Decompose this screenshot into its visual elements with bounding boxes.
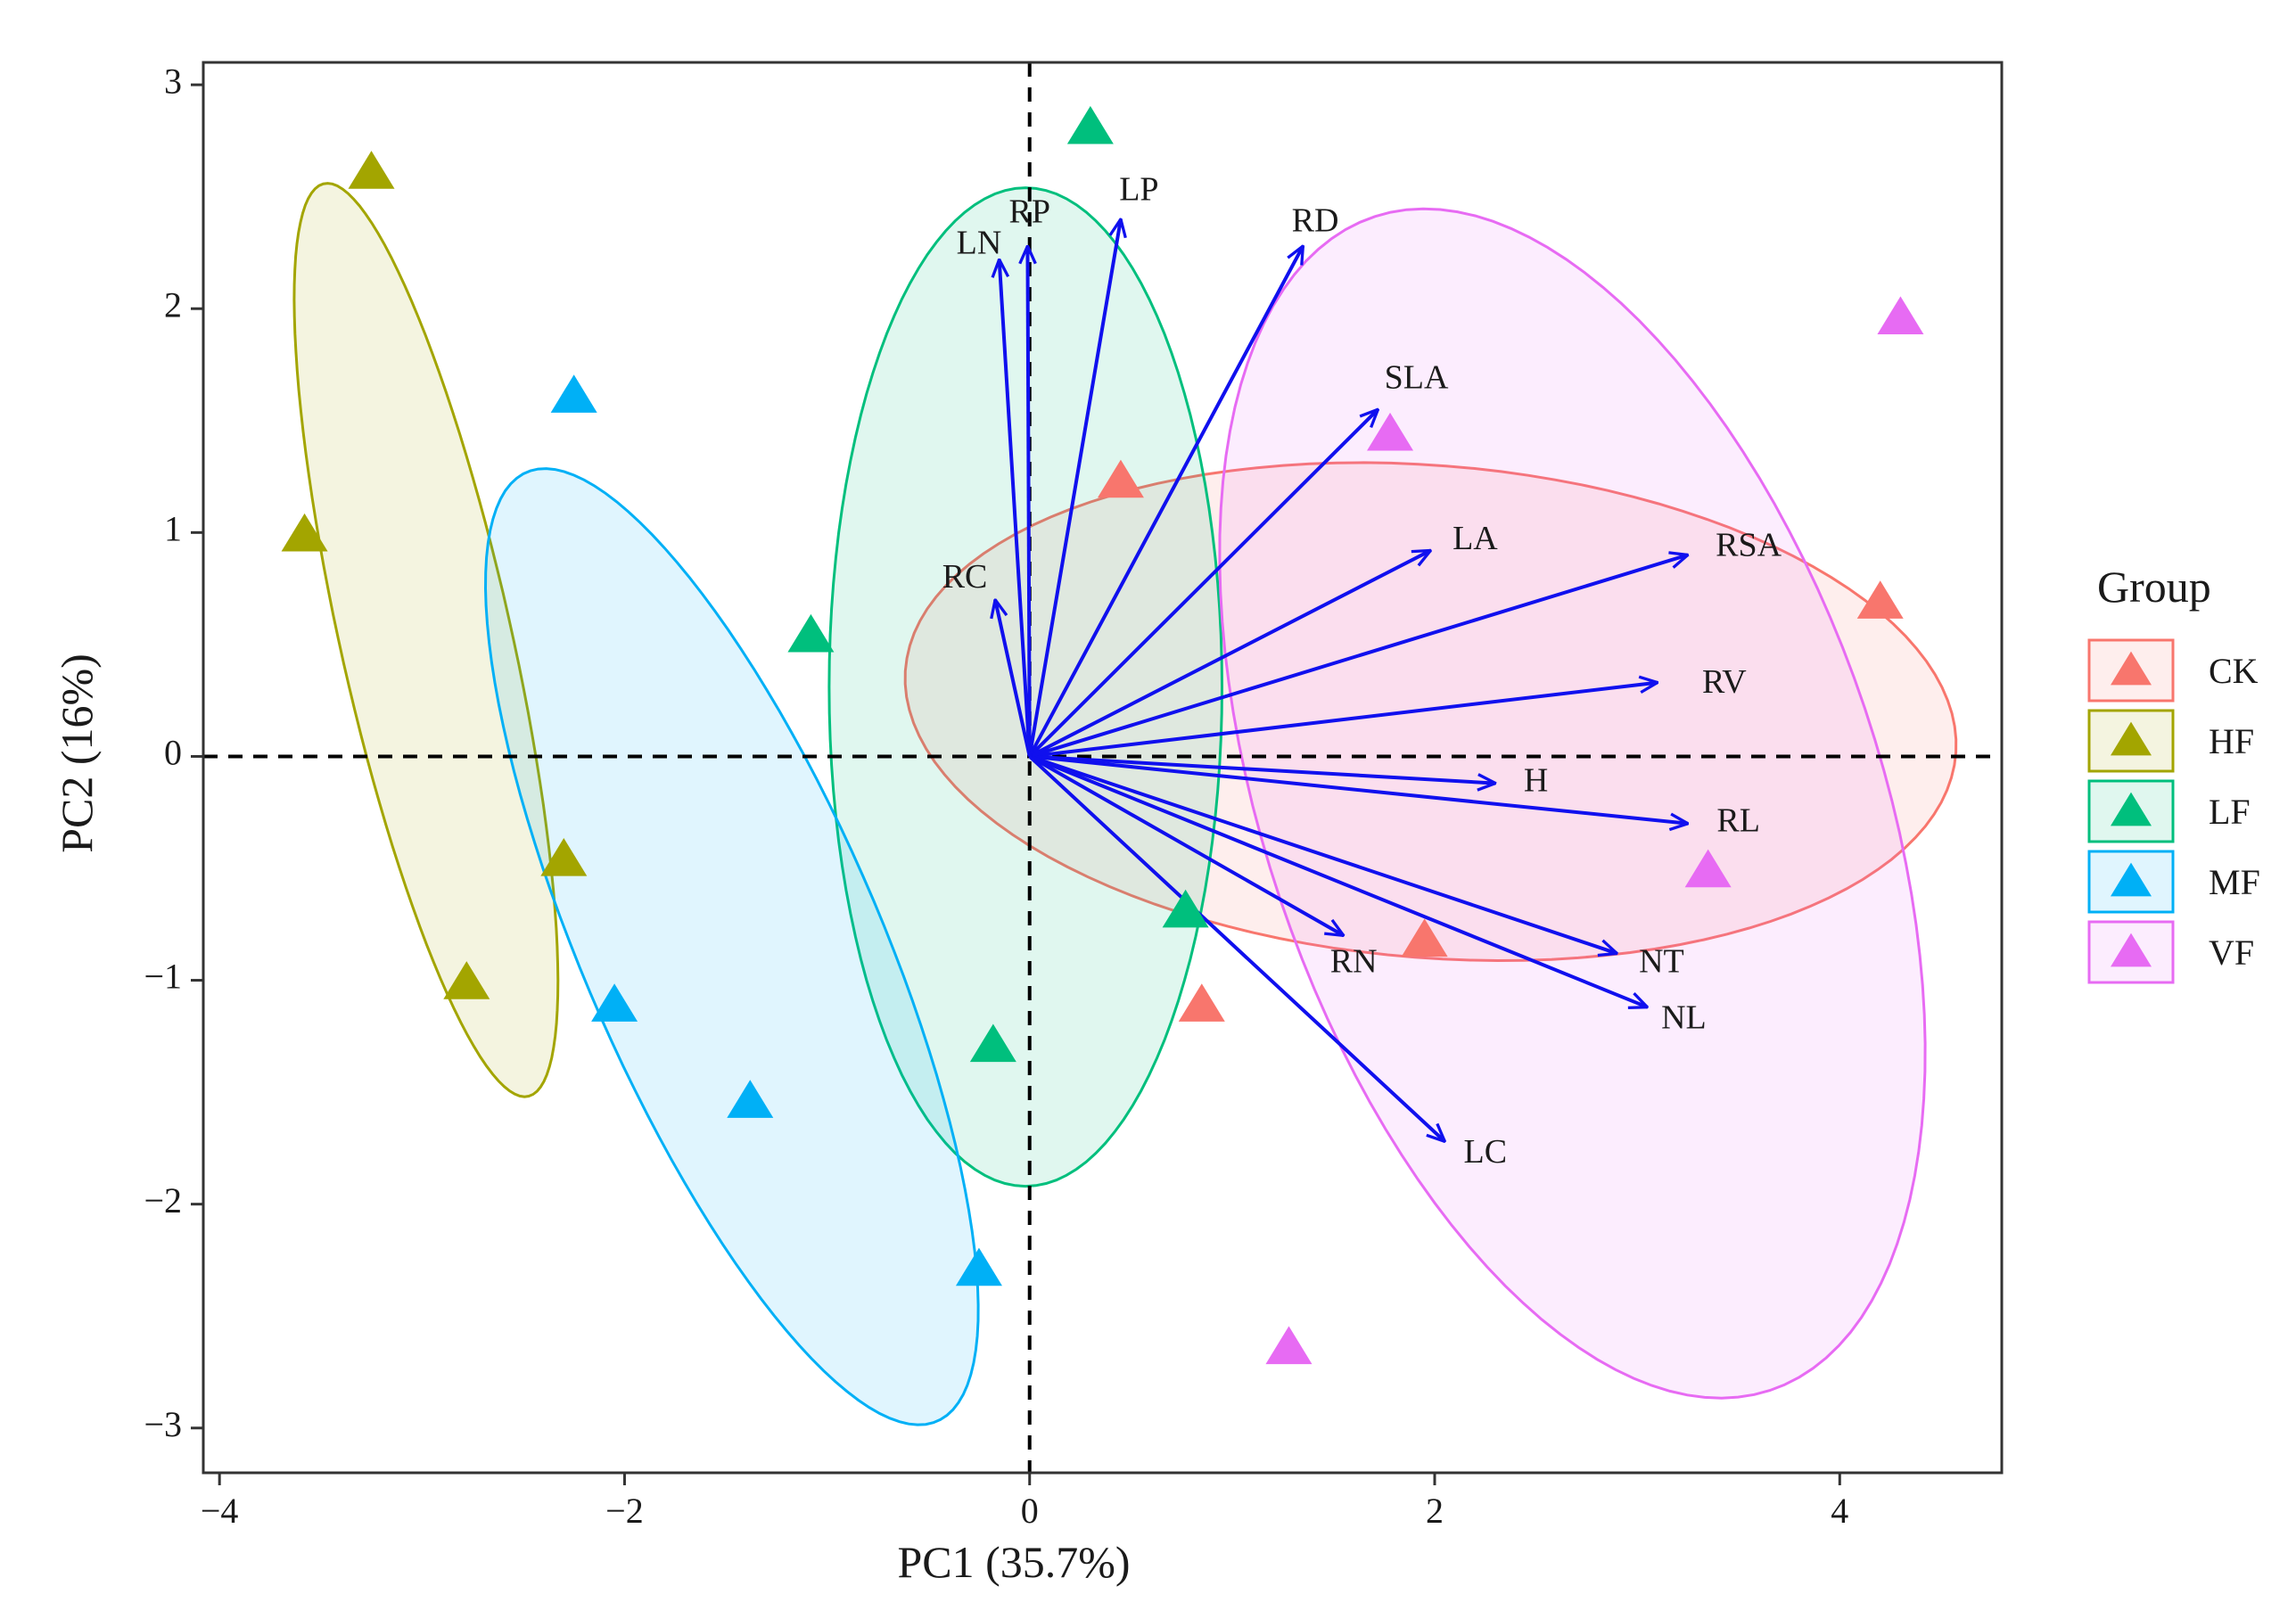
vector-label-lc: LC: [1464, 1133, 1508, 1171]
vector-label-lp: LP: [1119, 170, 1158, 208]
y-axis-title: PC2 (16%): [52, 653, 102, 853]
vector-label-rsa: RSA: [1716, 527, 1782, 564]
y-tick-label: 2: [164, 284, 182, 325]
vector-label-h: H: [1524, 761, 1548, 799]
y-tick-label: 0: [164, 733, 182, 773]
legend-marker-hf: [2111, 721, 2152, 756]
point-vf-3: [1684, 849, 1732, 888]
vector-lp: [1027, 219, 1121, 757]
ellipse-vf: [1218, 207, 1927, 1400]
vector-label-rv: RV: [1702, 663, 1747, 701]
point-hf-1: [348, 151, 395, 189]
point-mf-4: [955, 1247, 1002, 1286]
y-tick-label: −1: [144, 957, 182, 997]
point-hf-2: [281, 513, 328, 552]
legend-label-hf: HF: [2209, 721, 2254, 761]
point-hf-4: [443, 961, 490, 999]
point-lf-4: [969, 1023, 1016, 1063]
vector-rn: [1028, 754, 1344, 935]
x-tick-label: −2: [605, 1491, 644, 1531]
x-tick-label: 2: [1426, 1491, 1444, 1531]
legend: Group CK HF LF MF VF: [2087, 562, 2260, 984]
x-tick-label: −4: [201, 1491, 239, 1531]
loading-vectors: [995, 219, 1688, 1142]
vector-nl: [1028, 754, 1648, 1007]
point-lf-2: [787, 613, 835, 653]
vector-rc: [995, 600, 1032, 757]
x-tick-label: 4: [1831, 1491, 1848, 1531]
y-axis: −3 −2 −1 0 1 2 3: [144, 61, 203, 1444]
confidence-ellipses: [292, 182, 1958, 1426]
vector-label-rc: RC: [942, 558, 988, 596]
vector-lc: [1028, 754, 1445, 1141]
vector-la: [1028, 550, 1431, 759]
vector-rsa: [1029, 555, 1688, 759]
vector-rv: [1029, 683, 1658, 759]
point-vf-2: [1367, 412, 1414, 451]
x-axis-title: PC1 (35.7%): [897, 1537, 1130, 1587]
ellipse-mf: [483, 467, 980, 1426]
sample-points: [281, 105, 1924, 1365]
legend-label-vf: VF: [2209, 933, 2254, 973]
point-mf-3: [727, 1080, 774, 1118]
legend-label-ck: CK: [2209, 651, 2259, 691]
legend-label-mf: MF: [2209, 862, 2260, 902]
vector-sla: [1028, 409, 1378, 758]
y-tick-label: 1: [164, 509, 182, 549]
legend-marker-lf: [2111, 792, 2152, 826]
point-vf-1: [1877, 296, 1924, 334]
vector-nt: [1029, 754, 1617, 953]
vector-label-nl: NL: [1661, 999, 1707, 1036]
reference-lines: [203, 62, 2002, 1473]
legend-label-lf: LF: [2209, 792, 2251, 832]
y-tick-label: −3: [144, 1404, 182, 1444]
vector-rp: [1027, 246, 1029, 757]
point-ck-3: [1178, 983, 1225, 1022]
vector-ln: [1000, 259, 1032, 757]
x-axis: −4 −2 0 2 4: [201, 1473, 1848, 1531]
legend-marker-ck: [2111, 651, 2152, 686]
vector-label-rp: RP: [1008, 193, 1049, 230]
plot-frame: [202, 61, 2004, 1475]
y-tick-label: −2: [144, 1180, 182, 1220]
plot-area: [203, 62, 2002, 1473]
legend-title: Group: [2097, 562, 2211, 612]
point-mf-2: [591, 983, 638, 1022]
vector-label-rl: RL: [1716, 801, 1760, 839]
point-hf-3: [540, 838, 588, 876]
vector-label-rd: RD: [1292, 202, 1339, 240]
point-ck-2: [1401, 918, 1448, 957]
x-tick-label: 0: [1021, 1491, 1039, 1531]
point-lf-1: [1066, 105, 1114, 144]
vector-label-la: LA: [1452, 520, 1498, 557]
point-vf-4: [1265, 1326, 1313, 1365]
vector-label-rn: RN: [1330, 943, 1378, 981]
ellipse-hf: [292, 182, 560, 1098]
vector-label-nt: NT: [1639, 943, 1684, 981]
point-mf-1: [550, 374, 597, 413]
vector-rd: [1027, 246, 1304, 758]
legend-marker-mf: [2111, 862, 2152, 897]
legend-marker-vf: [2111, 933, 2152, 967]
vector-rl: [1029, 754, 1688, 823]
vector-label-ln: LN: [957, 225, 1002, 262]
vector-h: [1029, 754, 1495, 783]
vector-label-sla: SLA: [1385, 358, 1449, 396]
point-lf-3: [1162, 889, 1209, 928]
point-ck-1: [1097, 459, 1144, 498]
point-ck-4: [1856, 580, 1904, 619]
y-tick-label: 3: [164, 61, 182, 101]
